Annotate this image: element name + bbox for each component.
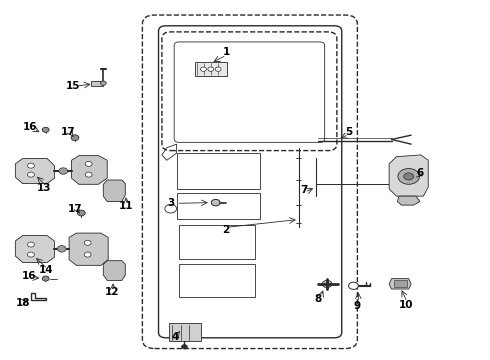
Circle shape — [322, 280, 332, 288]
Circle shape — [27, 242, 34, 247]
Circle shape — [85, 161, 92, 166]
Text: 11: 11 — [119, 201, 133, 211]
Polygon shape — [91, 81, 103, 86]
Circle shape — [42, 276, 49, 281]
Circle shape — [100, 81, 106, 85]
Circle shape — [84, 240, 91, 245]
Text: 1: 1 — [223, 47, 230, 57]
Bar — [393, 280, 407, 287]
Circle shape — [59, 168, 68, 174]
Text: 17: 17 — [68, 204, 82, 214]
Circle shape — [71, 135, 79, 140]
Text: 10: 10 — [399, 300, 414, 310]
Bar — [176, 193, 260, 220]
Circle shape — [181, 345, 187, 349]
Text: 16: 16 — [23, 122, 37, 132]
Circle shape — [27, 252, 34, 257]
Text: 7: 7 — [300, 185, 307, 195]
Text: 15: 15 — [66, 81, 80, 91]
Polygon shape — [15, 235, 54, 262]
Text: 14: 14 — [38, 265, 53, 275]
Circle shape — [77, 210, 85, 216]
Circle shape — [200, 67, 206, 71]
Circle shape — [404, 173, 414, 180]
Text: 9: 9 — [354, 301, 361, 311]
Polygon shape — [389, 279, 411, 289]
Circle shape — [42, 127, 49, 132]
Bar — [195, 62, 227, 76]
Text: 2: 2 — [222, 225, 229, 235]
Text: 18: 18 — [15, 298, 30, 308]
Polygon shape — [15, 158, 54, 184]
Circle shape — [85, 172, 92, 177]
Polygon shape — [69, 233, 108, 265]
Circle shape — [57, 246, 66, 252]
Bar — [169, 323, 201, 341]
Polygon shape — [389, 155, 428, 196]
Text: 4: 4 — [172, 332, 179, 342]
Polygon shape — [103, 261, 125, 280]
Polygon shape — [103, 180, 125, 202]
Bar — [176, 153, 260, 189]
Circle shape — [27, 163, 34, 168]
Circle shape — [211, 199, 220, 206]
Text: 12: 12 — [105, 287, 120, 297]
Circle shape — [84, 252, 91, 257]
Bar — [179, 225, 255, 259]
Circle shape — [208, 67, 214, 71]
Polygon shape — [72, 156, 107, 184]
Text: 17: 17 — [61, 127, 75, 137]
Text: 16: 16 — [22, 271, 36, 281]
Polygon shape — [397, 196, 420, 205]
Circle shape — [398, 168, 419, 184]
Circle shape — [215, 67, 221, 71]
Bar — [179, 264, 255, 297]
Text: 3: 3 — [167, 198, 174, 208]
Circle shape — [27, 172, 34, 177]
Text: 8: 8 — [315, 294, 322, 304]
Text: 5: 5 — [345, 127, 352, 136]
Circle shape — [348, 282, 358, 289]
Text: 6: 6 — [416, 168, 423, 178]
Text: 13: 13 — [36, 183, 51, 193]
